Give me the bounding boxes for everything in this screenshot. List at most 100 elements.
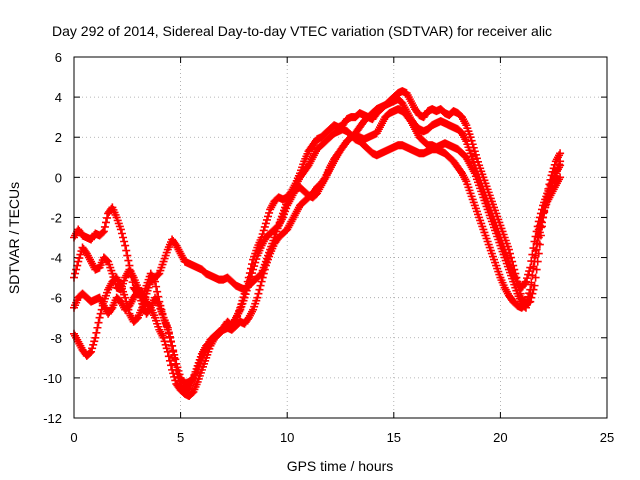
data-point: [466, 189, 475, 198]
data-point: [96, 309, 105, 318]
data-point: [462, 121, 471, 130]
data-point: [472, 207, 481, 216]
x-tick-label: 5: [177, 430, 184, 445]
data-point: [530, 281, 539, 290]
data-point: [526, 263, 535, 272]
data-point: [470, 201, 479, 210]
data-point: [162, 248, 171, 257]
data-point: [196, 352, 205, 361]
data-point: [262, 215, 271, 224]
data-point: [175, 377, 184, 386]
data-point: [161, 251, 170, 260]
axes: 0 5 10 15 20 25 -12 -10 -8 -6 -4 -2 0 2 4 6: [43, 50, 614, 445]
data-point: [135, 290, 144, 299]
data-point: [556, 149, 565, 158]
data-point: [491, 258, 500, 267]
data-point: [93, 323, 102, 332]
data-point: [464, 183, 473, 192]
data-point: [465, 130, 474, 139]
data-point: [116, 225, 125, 234]
data-point: [480, 228, 489, 237]
data-point: [248, 269, 257, 278]
data-point: [250, 302, 259, 311]
data-point: [495, 238, 504, 247]
data-point: [195, 355, 204, 364]
data-point: [76, 250, 85, 259]
data-point: [470, 169, 479, 178]
data-point: [493, 264, 502, 273]
x-tick-label: 0: [70, 430, 77, 445]
data-point: [475, 213, 484, 222]
data-point: [259, 226, 268, 235]
data-point: [486, 246, 495, 255]
data-point: [268, 239, 277, 248]
data-point: [532, 245, 541, 254]
data-point: [520, 300, 529, 309]
data-point: [528, 271, 537, 280]
data-point: [73, 261, 82, 270]
data-point: [107, 266, 116, 275]
data-point: [486, 214, 495, 223]
data-point: [158, 310, 167, 319]
data-point: [497, 244, 506, 253]
data-point: [142, 289, 151, 298]
data-point: [470, 147, 479, 156]
data-point: [120, 237, 129, 246]
data-point: [160, 254, 169, 263]
data-point: [507, 253, 516, 262]
data-point: [98, 301, 107, 310]
data-point: [261, 257, 270, 266]
data-point: [122, 246, 131, 255]
data-point: [271, 230, 280, 239]
data-point: [254, 289, 263, 298]
data-point: [133, 287, 142, 296]
data-point: [477, 219, 486, 228]
data-point: [281, 203, 290, 212]
data-point: [463, 140, 472, 149]
data-point: [475, 181, 484, 190]
data-point: [487, 249, 496, 258]
data-point: [153, 287, 162, 296]
data-point: [257, 269, 266, 278]
x-axis-label: GPS time / hours: [287, 458, 394, 474]
data-point: [524, 292, 533, 301]
data-point: [471, 150, 480, 159]
data-point: [192, 364, 201, 373]
data-point: [273, 224, 282, 233]
data-point: [261, 219, 270, 228]
data-point: [252, 255, 261, 264]
data-point: [105, 260, 114, 269]
data-point: [250, 262, 259, 271]
data-point: [191, 367, 200, 376]
data-point: [156, 304, 165, 313]
y-tick-label: -10: [43, 371, 62, 386]
data-point: [542, 198, 551, 207]
data-point: [512, 286, 521, 295]
data-point: [267, 242, 276, 251]
data-point: [158, 260, 167, 269]
data-point: [249, 305, 258, 314]
data-point: [496, 241, 505, 250]
data-point: [120, 276, 129, 285]
data-point: [507, 271, 516, 280]
data-point: [510, 280, 519, 289]
data-point: [535, 228, 544, 237]
data-point: [269, 236, 278, 245]
data-point: [299, 160, 308, 169]
data-point: [529, 264, 538, 273]
data-point: [504, 265, 513, 274]
plot-frame: [73, 56, 608, 419]
data-point: [189, 373, 198, 382]
data-point: [99, 297, 108, 306]
data-point: [521, 299, 530, 308]
y-tick-label: -6: [50, 291, 62, 306]
grid: [74, 57, 607, 418]
data-point: [553, 163, 562, 172]
data-point: [548, 178, 557, 187]
data-point: [156, 266, 165, 275]
data-point: [121, 293, 130, 302]
data-point: [152, 316, 161, 325]
x-tick-label: 25: [600, 430, 614, 445]
data-point: [143, 286, 152, 295]
data-point: [485, 211, 494, 220]
